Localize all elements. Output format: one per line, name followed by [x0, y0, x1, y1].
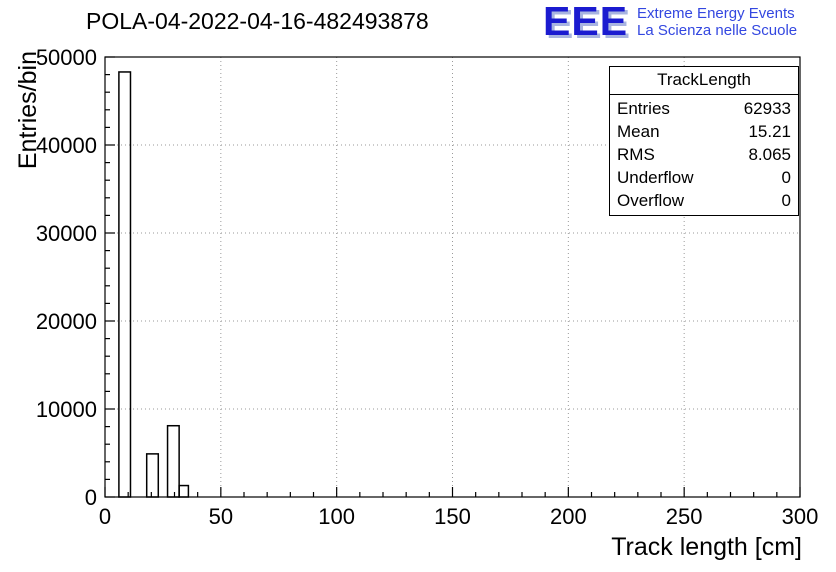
stats-row-label: Overflow — [617, 190, 685, 210]
stats-row: RMS 8.065 — [610, 143, 798, 166]
y-tick-label: 40000 — [36, 133, 97, 158]
stats-row-value: 0 — [781, 167, 791, 187]
x-tick-label: 100 — [318, 504, 355, 529]
y-tick-label: 10000 — [36, 397, 97, 422]
stats-row-value: 15.21 — [748, 121, 791, 141]
histogram-bar — [118, 71, 132, 498]
stats-row-value: 0 — [781, 190, 791, 210]
stats-row-label: Mean — [617, 121, 660, 141]
eee-logo-line2: La Scienza nelle Scuole — [637, 22, 798, 40]
histogram-bar — [145, 453, 160, 498]
stats-row: Underflow 0 — [610, 166, 798, 189]
stats-box-title: TrackLength — [610, 67, 798, 95]
stats-row-value: 8.065 — [748, 144, 791, 164]
y-axis-title: Entries/bin — [14, 51, 42, 170]
y-tick-label: 30000 — [36, 221, 97, 246]
eee-logo: EEE Extreme Energy Events La Scienza nel… — [543, 0, 797, 44]
y-tick-label: 20000 — [36, 309, 97, 334]
histogram-bars — [118, 71, 190, 498]
stats-row-label: Underflow — [617, 167, 694, 187]
eee-logo-line1: Extreme Energy Events — [637, 5, 795, 22]
axes — [104, 56, 801, 498]
plot-title: POLA-04-2022-04-16-482493878 — [86, 8, 429, 34]
stats-row: Mean 15.21 — [610, 120, 798, 143]
x-tick-label: 200 — [550, 504, 587, 529]
stats-row: Entries 62933 — [610, 97, 798, 120]
grid-lines — [105, 57, 800, 497]
x-tick-label: 300 — [782, 504, 819, 529]
stats-row-label: Entries — [617, 98, 670, 118]
x-axis-title: Track length [cm] — [611, 533, 802, 561]
histogram-bar — [166, 424, 180, 498]
x-tick-label: 250 — [666, 504, 703, 529]
stats-row-value: 62933 — [743, 98, 791, 118]
eee-logo-subtitle: Extreme Energy Events La Scienza nelle S… — [637, 2, 797, 41]
x-tick-label: 150 — [434, 504, 471, 529]
stats-row-label: RMS — [617, 144, 655, 164]
y-tick-label: 50000 — [36, 45, 97, 70]
x-tick-label: 0 — [99, 504, 111, 529]
stats-row: Overflow 0 — [610, 189, 798, 212]
stats-box-rows: Entries 62933 Mean 15.21 RMS 8.065 Underflow 0 O… — [610, 95, 798, 215]
histogram-bar — [178, 484, 190, 498]
eee-logo-acronym: EEE — [543, 0, 629, 44]
stats-box: TrackLength Entries 62933 Mean 15.21 RMS 8.06… — [609, 66, 799, 216]
tick-labels: 0 50 100 150 200 250 300 0 10000 20000 30000 40000 5… — [36, 45, 819, 529]
x-tick-label: 50 — [209, 504, 233, 529]
y-tick-label: 0 — [85, 485, 97, 510]
